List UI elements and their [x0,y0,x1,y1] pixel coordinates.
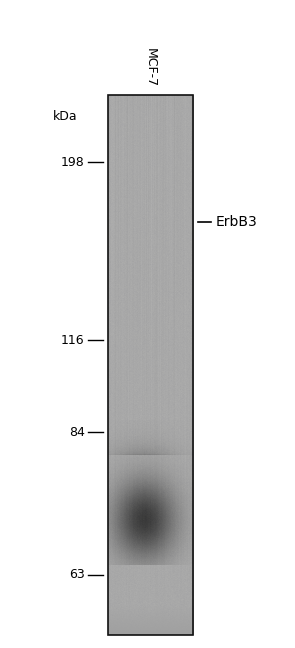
Text: MCF-7: MCF-7 [144,48,157,87]
Text: ErbB3: ErbB3 [215,215,257,229]
Text: 116: 116 [61,334,85,347]
Text: 84: 84 [69,426,85,439]
Text: kDa: kDa [53,110,77,123]
Text: 63: 63 [69,568,85,581]
Bar [108,95,193,635]
Text: 198: 198 [61,156,85,168]
